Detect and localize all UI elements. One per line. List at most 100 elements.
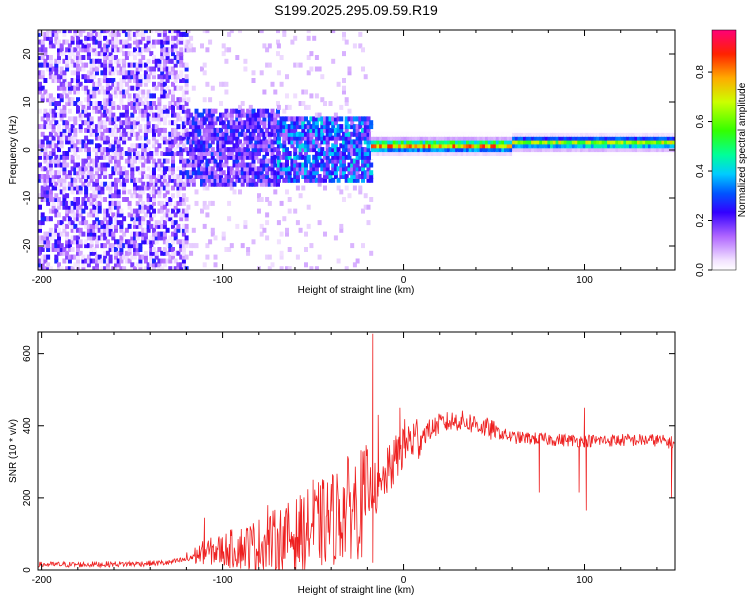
spectrogram-cell <box>539 139 544 145</box>
spectrogram-cell <box>108 127 113 133</box>
spectrogram-cell <box>287 151 292 156</box>
spectrogram-cell <box>76 43 80 49</box>
spectrogram-cell <box>563 131 568 137</box>
spectrogram-cell <box>295 124 300 130</box>
spectrogram-cell <box>97 120 102 126</box>
spectrogram-cell <box>205 116 210 122</box>
spectrogram-cell <box>157 177 162 183</box>
spectrogram-cell <box>59 231 64 237</box>
spectrogram-cell <box>130 162 135 168</box>
spectrogram-cell <box>612 139 617 145</box>
spectrogram-cell <box>276 108 280 114</box>
spectrogram-cell <box>67 81 72 87</box>
spectrogram-cell <box>312 174 317 179</box>
spectrogram-cell <box>157 208 162 214</box>
spectrogram-cell <box>287 197 292 202</box>
spectrogram-cell <box>127 212 132 218</box>
spectrogram-cell <box>232 158 237 164</box>
spectrogram-cell <box>328 147 333 153</box>
spectrogram-cell <box>116 266 121 270</box>
spectrogram-cell <box>138 81 143 87</box>
spectrogram-cell <box>355 116 360 122</box>
spectrogram-cell <box>669 151 674 156</box>
spectrogram-cell <box>105 127 110 133</box>
spectrogram-cell <box>221 120 226 126</box>
spectrogram-cell <box>168 30 173 34</box>
spectrogram-cell <box>100 181 105 187</box>
spectrogram-cell <box>162 120 167 126</box>
spectrogram-cell <box>78 239 83 245</box>
spectrogram-cell <box>325 158 330 164</box>
spectrogram-cell <box>339 154 344 160</box>
spectrogram-cell <box>92 158 97 164</box>
spectrogram-cell <box>122 120 127 126</box>
spectrogram-cell <box>138 74 143 80</box>
spectrogram-cell <box>70 158 75 164</box>
spectrogram-cell <box>62 231 67 237</box>
spectrogram-cell <box>387 147 392 153</box>
spectrogram-cell <box>189 35 194 41</box>
spectrogram-cell <box>62 151 67 156</box>
spectrogram-cell <box>342 35 346 41</box>
spectrogram-cell <box>298 143 303 149</box>
spectrogram-cell <box>282 216 287 222</box>
spectrogram-cell <box>561 151 565 156</box>
spectrogram-cell <box>146 74 151 80</box>
spectrogram-cell <box>342 166 346 172</box>
spectrogram-cell <box>200 181 204 187</box>
spectrogram-cell <box>202 177 207 183</box>
spectrogram-cell <box>238 170 242 176</box>
spectrogram-cell <box>331 158 336 164</box>
spectrogram-cell <box>143 47 148 53</box>
spectrogram-cell <box>361 147 365 153</box>
spectrogram-cell <box>100 70 105 76</box>
spectrogram-cell <box>208 200 213 206</box>
spectrogram-cell <box>149 174 154 179</box>
spectrogram-cell <box>48 58 53 64</box>
spectrogram-cell <box>133 120 137 126</box>
spectrogram-cell <box>92 30 97 34</box>
spectrogram-cell <box>309 170 314 176</box>
spectrogram-cell <box>387 151 392 156</box>
spectrogram-cell <box>593 127 598 133</box>
spectrogram-cell <box>54 258 59 264</box>
spectrogram-cell <box>240 181 245 187</box>
spectrogram-cell <box>146 181 151 187</box>
spectrogram-cell <box>580 131 584 137</box>
spectrogram-cell <box>92 101 97 106</box>
spectrogram-cell <box>287 208 292 214</box>
spectrogram-cell <box>67 216 72 222</box>
spectrogram-cell <box>103 124 108 130</box>
spectrogram-cell <box>210 177 215 183</box>
spectrogram-cell <box>103 35 108 41</box>
spectrogram-cell <box>127 250 132 256</box>
spectrogram-cell <box>229 147 234 153</box>
spectrogram-cell <box>229 135 234 141</box>
spectrogram-cell <box>176 135 181 141</box>
spectrogram-cell <box>449 154 454 160</box>
spectrogram-cell <box>240 166 245 172</box>
spectrogram-cell <box>533 147 538 153</box>
spectrogram-cell <box>157 131 162 137</box>
spectrogram-cell <box>65 151 70 156</box>
spectrogram-cell <box>347 131 352 137</box>
spectrogram-cell <box>189 151 194 156</box>
spectrogram-cell <box>38 239 42 245</box>
spectrogram-cell <box>235 116 240 122</box>
spectrogram-cell <box>89 58 94 64</box>
spectrogram-cell <box>369 120 374 126</box>
spectrogram-cell <box>376 143 381 149</box>
spectrogram-cell <box>65 101 70 106</box>
spectrogram-cell <box>100 197 105 202</box>
spectrogram-cell <box>493 151 498 156</box>
spectrogram-cell <box>51 147 56 153</box>
spectrogram-cell <box>191 135 196 141</box>
spectrogram-cell <box>254 135 259 141</box>
spectrogram-cell <box>40 177 45 183</box>
spectrogram-cell <box>133 35 137 41</box>
spectrogram-cell <box>276 143 281 149</box>
spectrogram-cell <box>160 250 165 256</box>
spectrogram-cell <box>100 62 105 68</box>
spectrogram-cell <box>205 127 210 133</box>
spectrogram-cell <box>62 216 67 222</box>
